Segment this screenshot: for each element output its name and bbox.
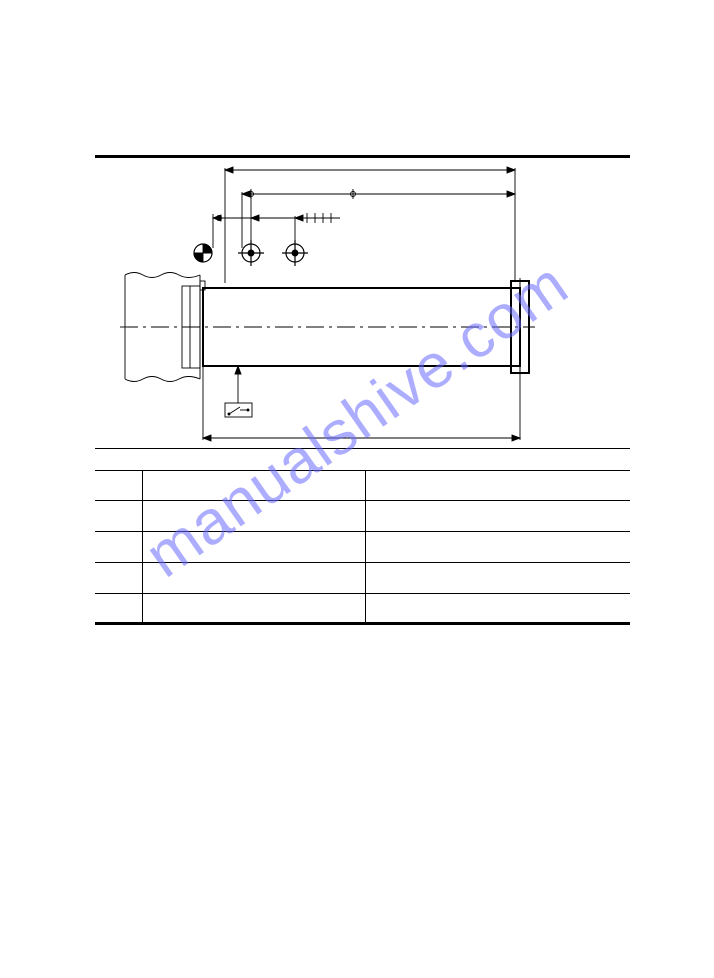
target-symbol-icon [282,240,308,266]
technical-diagram [95,158,630,448]
page-frame [95,155,630,625]
spec-table [95,448,630,625]
cg-symbol-icon [194,244,212,262]
